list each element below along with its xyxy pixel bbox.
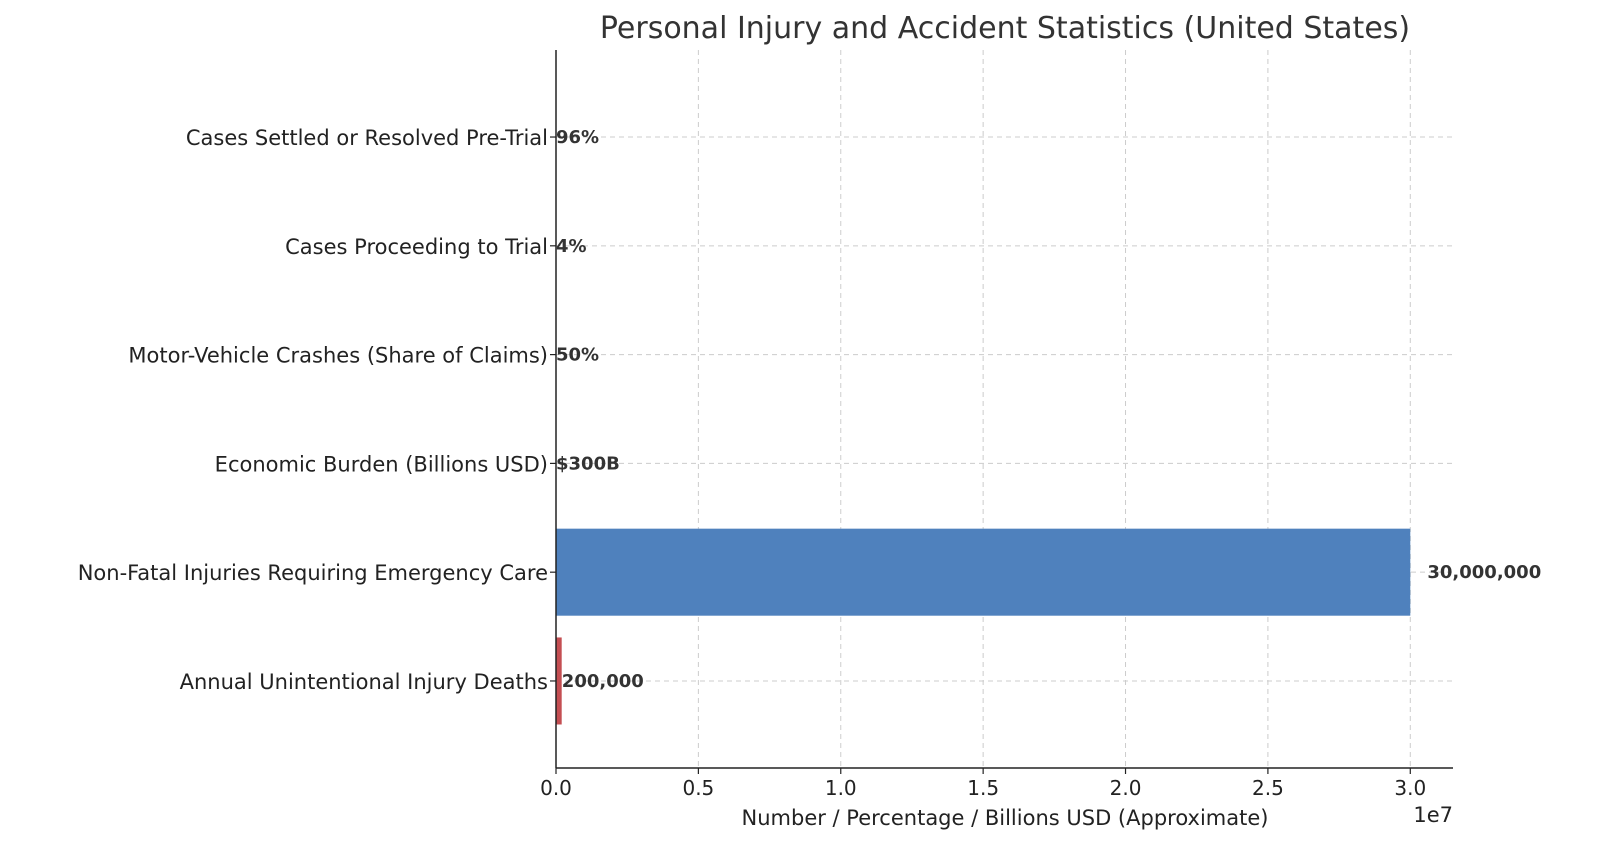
- data-label: 30,000,000: [1427, 562, 1541, 583]
- grid: [555, 50, 1453, 768]
- y-tick-label: Economic Burden (Billions USD): [215, 452, 548, 476]
- x-tick-label: 1.0: [825, 776, 857, 800]
- x-tick-label: 2.5: [1252, 776, 1284, 800]
- x-axis-label: Number / Percentage / Billions USD (Appr…: [742, 806, 1269, 830]
- x-tick-label: 2.0: [1110, 776, 1142, 800]
- x-tick-label: 0.5: [682, 776, 714, 800]
- x-tick-label: 0.0: [540, 776, 572, 800]
- data-label: 200,000: [562, 671, 644, 692]
- bars: [556, 93, 1411, 725]
- data-label: $300B: [556, 453, 620, 474]
- data-label: 4%: [556, 236, 587, 257]
- bar: [556, 528, 1411, 616]
- chart-title: Personal Injury and Accident Statistics …: [600, 11, 1410, 46]
- x-offset-label: 1e7: [1413, 803, 1453, 827]
- y-tick-label: Cases Proceeding to Trial: [285, 235, 548, 259]
- y-tick-label: Annual Unintentional Injury Deaths: [180, 670, 548, 694]
- x-tick-label: 3.0: [1394, 776, 1426, 800]
- y-tick-label: Cases Settled or Resolved Pre-Trial: [186, 126, 548, 150]
- bar: [556, 637, 562, 725]
- y-tick-label: Non-Fatal Injuries Requiring Emergency C…: [78, 561, 548, 585]
- data-label: 50%: [556, 345, 599, 366]
- x-tick-label: 1.5: [967, 776, 999, 800]
- data-label: 96%: [556, 127, 599, 148]
- axes: 0.0 0.5 1.0 1.5 2.0 2.5 3.0 Annual Unintentiona…: [78, 50, 1453, 800]
- y-tick-label: Motor-Vehicle Crashes (Share of Claims): [128, 344, 548, 368]
- data-labels: 200,000 30,000,000 $300B 50% 4% 96%: [556, 127, 1541, 692]
